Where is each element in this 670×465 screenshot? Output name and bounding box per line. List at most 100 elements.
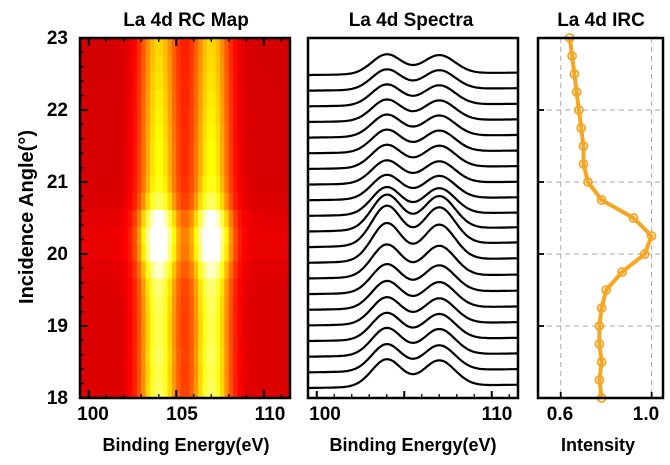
heatmap-cell [84,363,90,382]
heatmap-cell [206,72,212,91]
heatmap-cell [136,140,142,159]
heatmap-cell [80,329,85,348]
heatmap-cell [233,123,239,142]
heatmap-cell [246,380,252,399]
heatmap-cell [285,243,291,262]
heatmap-cell [185,158,190,176]
heatmap-cell [88,260,94,279]
heatmap-cell [154,295,160,313]
heatmap-cell [263,295,269,313]
heatmap-cell [241,175,247,193]
heatmap-cell [97,192,103,211]
heatmap-cell [123,38,129,56]
irc-point [594,321,605,331]
heatmap-cell [220,312,225,331]
heatmap-cell [211,209,217,228]
heatmap-cell [88,380,94,399]
heatmap-cell [193,209,199,228]
heatmap-cell [80,106,85,125]
heatmap-cell [281,175,287,193]
heatmap-cell [136,260,142,279]
spectrum-line [308,204,518,249]
heatmap-cell [145,226,151,245]
heatmap-cell [285,55,291,73]
heatmap-cell [285,140,291,159]
heatmap-cell [285,329,291,348]
heatmap-cell [84,295,90,313]
heatmap-cell [115,243,120,262]
heatmap-cell [189,278,195,296]
heatmap-cell [163,312,169,331]
heatmap-cell [154,89,160,108]
irc-point [639,249,650,259]
heatmap-cell [259,226,265,245]
heatmap-cell [132,140,138,159]
heatmap-cell [198,278,204,296]
heatmap-cell [276,260,282,279]
heatmap-cell [132,158,138,176]
heatmap-cell [250,192,256,211]
heatmap-cell [237,312,243,331]
heatmap-cell [176,260,182,279]
irc-frame [536,36,665,400]
heatmap-cell [97,312,103,331]
heatmap-cell [101,123,107,142]
heatmap-cell [220,226,225,245]
heatmap-cell [128,38,134,56]
heatmap-cell [285,312,291,331]
heatmap-cell [88,38,94,56]
heatmap-cell [185,260,190,279]
heatmap-cell [259,380,265,399]
heatmap-cell [250,226,256,245]
heatmap-cell [255,38,260,56]
heatmap-cell [132,38,138,56]
heatmap-cell [141,158,147,176]
heatmap-cell [224,123,230,142]
heatmap-cell [198,260,204,279]
heatmap-cell [202,175,208,193]
heatmap-cell [84,192,90,211]
heatmap-cell [167,123,173,142]
heatmap-cell [285,260,291,279]
heatmap-cell [163,89,169,108]
heatmap-cell [119,380,125,399]
heatmap-cell [106,175,112,193]
heatmap-cell [241,278,247,296]
heatmap-cell [136,380,142,399]
heatmap-cell [233,89,239,108]
heatmap-cell [246,38,252,56]
heatmap-cell [84,106,90,125]
heatmap-cell [84,380,90,399]
heatmap-cell [206,380,212,399]
heatmap-cell [198,38,204,56]
heatmap-cell [88,226,94,245]
heatmap-cell [202,346,208,365]
heatmap-cell [233,192,239,211]
irc-point [578,141,589,151]
heatmap-cell [128,243,134,262]
heatmap-cell [193,312,199,331]
heatmap-cell [110,123,116,142]
heatmap-cell [97,72,103,91]
heatmap-cell [285,192,291,211]
heatmap-cell [123,209,129,228]
heatmap-cell [110,55,116,73]
heatmap-cell [259,260,265,279]
heatmap-cell [93,192,99,211]
heatmap-cell [220,38,225,56]
heatmap-cell [206,38,212,56]
heatmap-cell [106,72,112,91]
heatmap-cell [220,243,225,262]
heatmap-cell [276,278,282,296]
irc-point [646,231,657,241]
heatmap-cell [180,312,186,331]
heatmap-cell [263,192,269,211]
spectrum-line [308,193,518,233]
heatmap-cell [93,278,99,296]
heatmap-cell [93,72,99,91]
heatmap-cell [211,38,217,56]
heatmap-cell [141,72,147,91]
heatmap-cell [176,175,182,193]
heatmap-cell [154,380,160,399]
